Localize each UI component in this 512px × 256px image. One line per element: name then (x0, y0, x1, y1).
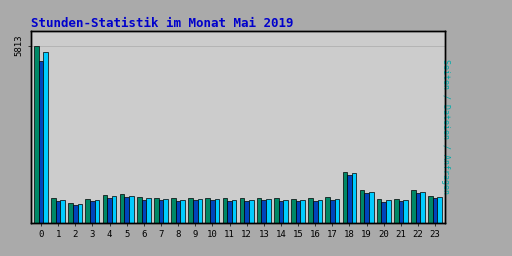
Bar (398, 201, 403, 223)
Bar (343, 172, 347, 223)
Bar (433, 198, 437, 223)
Bar (381, 202, 386, 223)
Bar (313, 201, 317, 223)
Bar (308, 198, 313, 223)
Bar (154, 198, 159, 223)
Bar (274, 198, 279, 223)
Bar (215, 199, 219, 223)
Y-axis label: Seiten / Dateien / Anfragen: Seiten / Dateien / Anfragen (441, 59, 450, 194)
Bar (257, 198, 262, 223)
Bar (51, 198, 56, 223)
Bar (335, 199, 339, 223)
Bar (163, 199, 168, 223)
Bar (359, 190, 365, 223)
Bar (365, 194, 369, 223)
Bar (107, 198, 112, 223)
Bar (262, 200, 266, 223)
Bar (249, 200, 253, 223)
Bar (120, 194, 124, 223)
Bar (428, 196, 433, 223)
Bar (330, 200, 335, 223)
Bar (352, 173, 356, 223)
Bar (86, 199, 90, 223)
Bar (68, 203, 73, 223)
Bar (369, 192, 374, 223)
Bar (283, 200, 288, 223)
Bar (240, 198, 244, 223)
Bar (34, 46, 39, 223)
Bar (394, 199, 398, 223)
Bar (205, 198, 210, 223)
Bar (279, 201, 283, 223)
Bar (141, 200, 146, 223)
Bar (137, 197, 141, 223)
Bar (159, 200, 163, 223)
Bar (223, 198, 227, 223)
Bar (193, 200, 198, 223)
Bar (90, 201, 95, 223)
Bar (210, 200, 215, 223)
Bar (176, 201, 180, 223)
Bar (227, 201, 232, 223)
Bar (232, 200, 237, 223)
Bar (317, 200, 322, 223)
Bar (296, 201, 301, 223)
Bar (266, 199, 271, 223)
Bar (180, 200, 185, 223)
Bar (56, 201, 60, 223)
Bar (437, 197, 442, 223)
Bar (73, 205, 78, 223)
Bar (377, 199, 381, 223)
Bar (129, 196, 134, 223)
Bar (146, 198, 151, 223)
Bar (44, 52, 48, 223)
Bar (78, 204, 82, 223)
Bar (39, 61, 44, 223)
Bar (291, 199, 296, 223)
Bar (347, 175, 352, 223)
Bar (188, 198, 193, 223)
Bar (95, 200, 99, 223)
Bar (416, 194, 420, 223)
Bar (102, 195, 107, 223)
Bar (244, 201, 249, 223)
Bar (411, 190, 416, 223)
Bar (198, 199, 202, 223)
Bar (326, 197, 330, 223)
Bar (124, 197, 129, 223)
Bar (403, 200, 408, 223)
Text: Stunden-Statistik im Monat Mai 2019: Stunden-Statistik im Monat Mai 2019 (31, 17, 293, 29)
Bar (420, 192, 425, 223)
Bar (60, 200, 65, 223)
Bar (301, 200, 305, 223)
Bar (171, 198, 176, 223)
Bar (112, 196, 117, 223)
Bar (386, 200, 391, 223)
